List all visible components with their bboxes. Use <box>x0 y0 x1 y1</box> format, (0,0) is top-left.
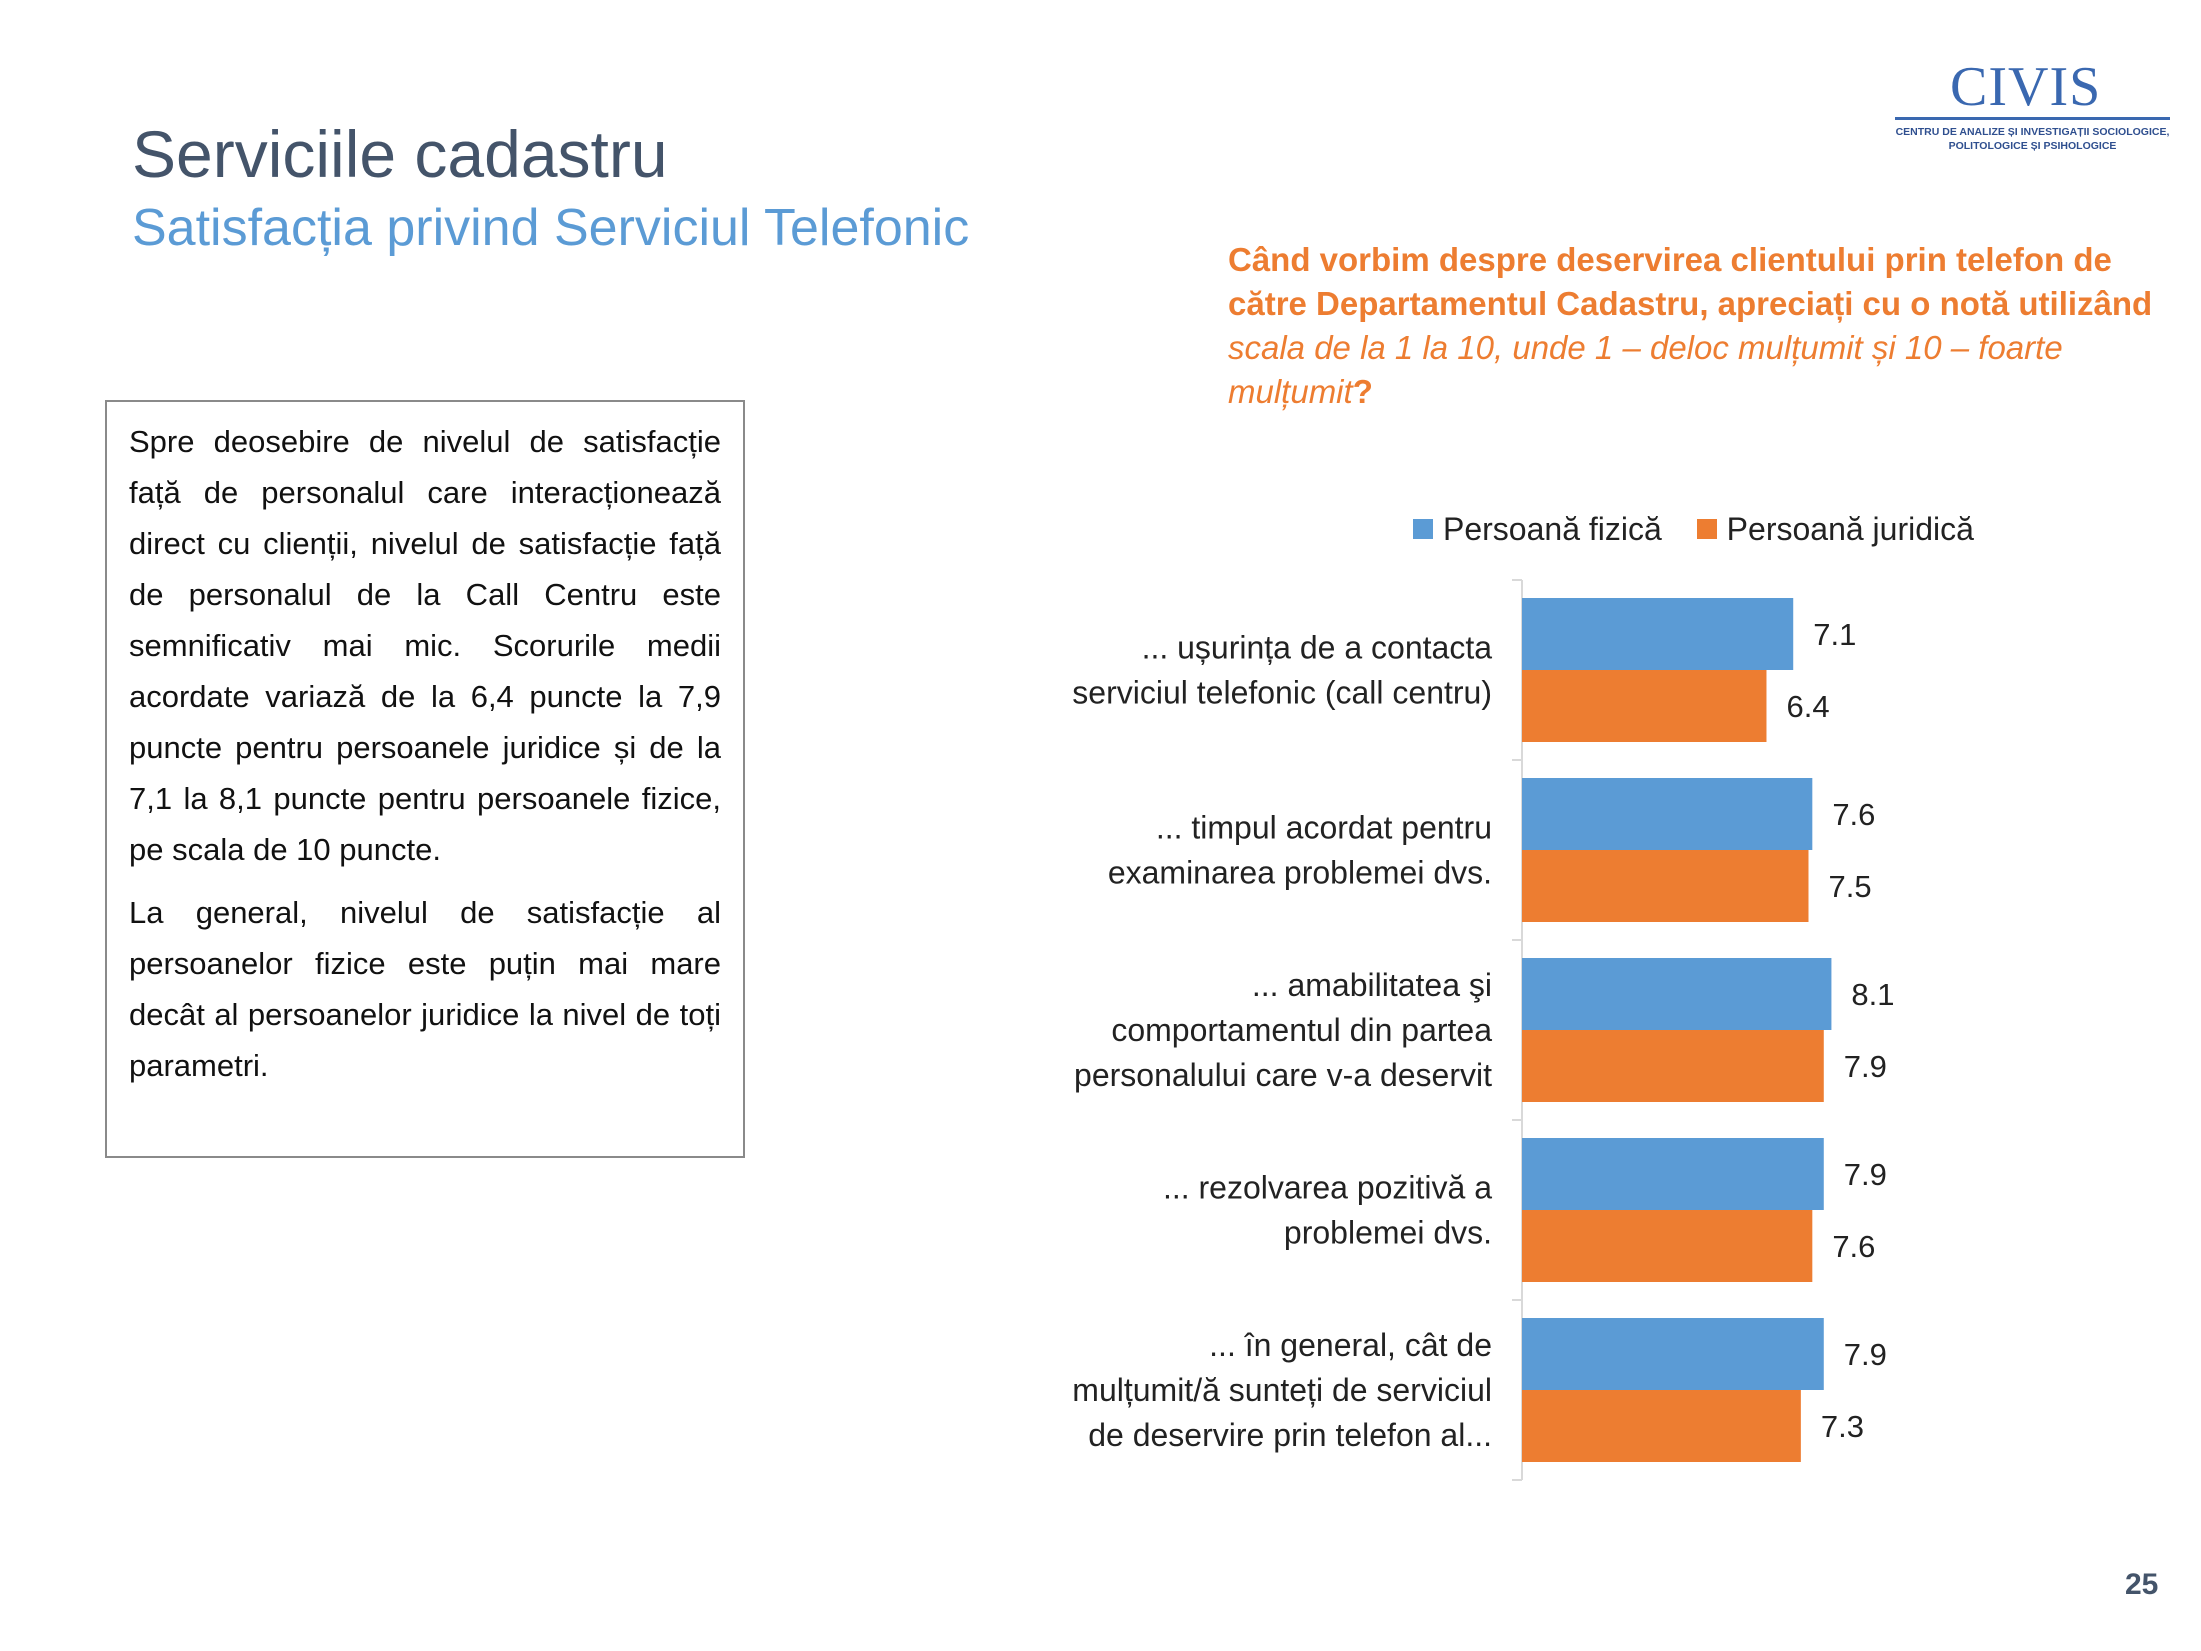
commentary-box: Spre deosebire de nivelul de satisfacție… <box>105 400 745 1158</box>
legend-item-juridica: Persoană juridică <box>1696 510 1974 548</box>
bar-fizica-4 <box>1522 1138 1824 1210</box>
bar-juridica-5 <box>1522 1390 1801 1462</box>
data-label-juridica-5: 7.3 <box>1821 1409 1864 1444</box>
logo-tagline-line2: POLITOLOGICE ȘI PSIHOLOGICE <box>1948 140 2117 152</box>
logo-mark: CIVIS <box>1950 56 2102 118</box>
category-label-3-line-2: comportamentul din partea <box>1111 1012 1492 1048</box>
bar-chart: 7.1 6.4 ... ușurința de a contacta serviciu… <box>1072 579 1895 1481</box>
data-label-juridica-1: 6.4 <box>1786 689 1829 724</box>
data-label-fizica-4: 7.9 <box>1844 1157 1887 1192</box>
bar-fizica-5 <box>1522 1318 1824 1390</box>
category-label-1-line-1: ... ușurința de a contacta <box>1142 630 1493 666</box>
question-bold: Când vorbim despre deservirea clientului… <box>1228 241 2153 322</box>
category-label-5-line-3: de deservire prin telefon al... <box>1088 1417 1492 1453</box>
bar-juridica-1 <box>1522 670 1767 742</box>
legend-swatch-fizica <box>1413 519 1433 539</box>
bar-juridica-3 <box>1522 1030 1824 1102</box>
bar-fizica-2 <box>1522 778 1813 850</box>
commentary-paragraph-1: Spre deosebire de nivelul de satisfacție… <box>129 424 721 867</box>
data-label-fizica-1: 7.1 <box>1813 617 1856 652</box>
logo-tagline: CENTRU DE ANALIZE ȘI INVESTIGAȚII SOCIOL… <box>1895 125 2170 153</box>
commentary-paragraph-2: La general, nivelul de satisfacție al pe… <box>129 895 721 1083</box>
category-label-2-line-1: ... timpul acordat pentru <box>1156 810 1492 846</box>
category-label-3-line-3: personalului care v-a deservit <box>1074 1057 1492 1093</box>
data-label-juridica-3: 7.9 <box>1844 1049 1887 1084</box>
bar-juridica-4 <box>1522 1210 1813 1282</box>
chart-legend: Persoană fizică Persoană juridică <box>1413 510 2000 548</box>
data-label-fizica-5: 7.9 <box>1844 1337 1887 1372</box>
legend-label-fizica: Persoană fizică <box>1443 510 1662 547</box>
civis-logo: CIVIS CENTRU DE ANALIZE ȘI INVESTIGAȚII … <box>1895 55 2175 165</box>
page-title: Serviciile cadastru <box>132 117 668 191</box>
legend-item-fizica: Persoană fizică <box>1413 511 1662 548</box>
category-label-2-line-2: examinarea problemei dvs. <box>1108 855 1492 891</box>
bar-fizica-3 <box>1522 958 1832 1030</box>
logo-tagline-line1: CENTRU DE ANALIZE ȘI INVESTIGAȚII SOCIOL… <box>1895 126 2170 138</box>
data-label-juridica-4: 7.6 <box>1832 1229 1875 1264</box>
data-label-fizica-3: 8.1 <box>1851 977 1894 1012</box>
category-label-4-line-2: problemei dvs. <box>1284 1215 1492 1251</box>
category-label-1-line-2: serviciul telefonic (call centru) <box>1072 675 1492 711</box>
category-label-4-line-1: ... rezolvarea pozitivă a <box>1163 1170 1492 1206</box>
legend-label-juridica: Persoană juridică <box>1726 510 1974 547</box>
survey-question: Când vorbim despre deservirea clientului… <box>1228 238 2158 414</box>
category-label-3-line-1: ... amabilitatea şi <box>1252 967 1492 1003</box>
data-label-fizica-2: 7.6 <box>1832 797 1875 832</box>
data-label-juridica-2: 7.5 <box>1829 869 1872 904</box>
question-end: ? <box>1352 373 1373 410</box>
question-italic: scala de la 1 la 10, unde 1 – deloc mulț… <box>1228 329 2063 410</box>
category-label-5-line-1: ... în general, cât de <box>1209 1327 1492 1363</box>
category-label-5-line-2: mulțumit/ă sunteți de serviciul <box>1072 1372 1492 1408</box>
logo-underline <box>1895 117 2170 120</box>
bar-fizica-1 <box>1522 598 1794 670</box>
legend-swatch-juridica <box>1696 519 1717 539</box>
bar-juridica-2 <box>1522 850 1809 922</box>
page-number: 25 <box>2125 1568 2159 1601</box>
page-subtitle: Satisfacția privind Serviciul Telefonic <box>132 199 970 257</box>
